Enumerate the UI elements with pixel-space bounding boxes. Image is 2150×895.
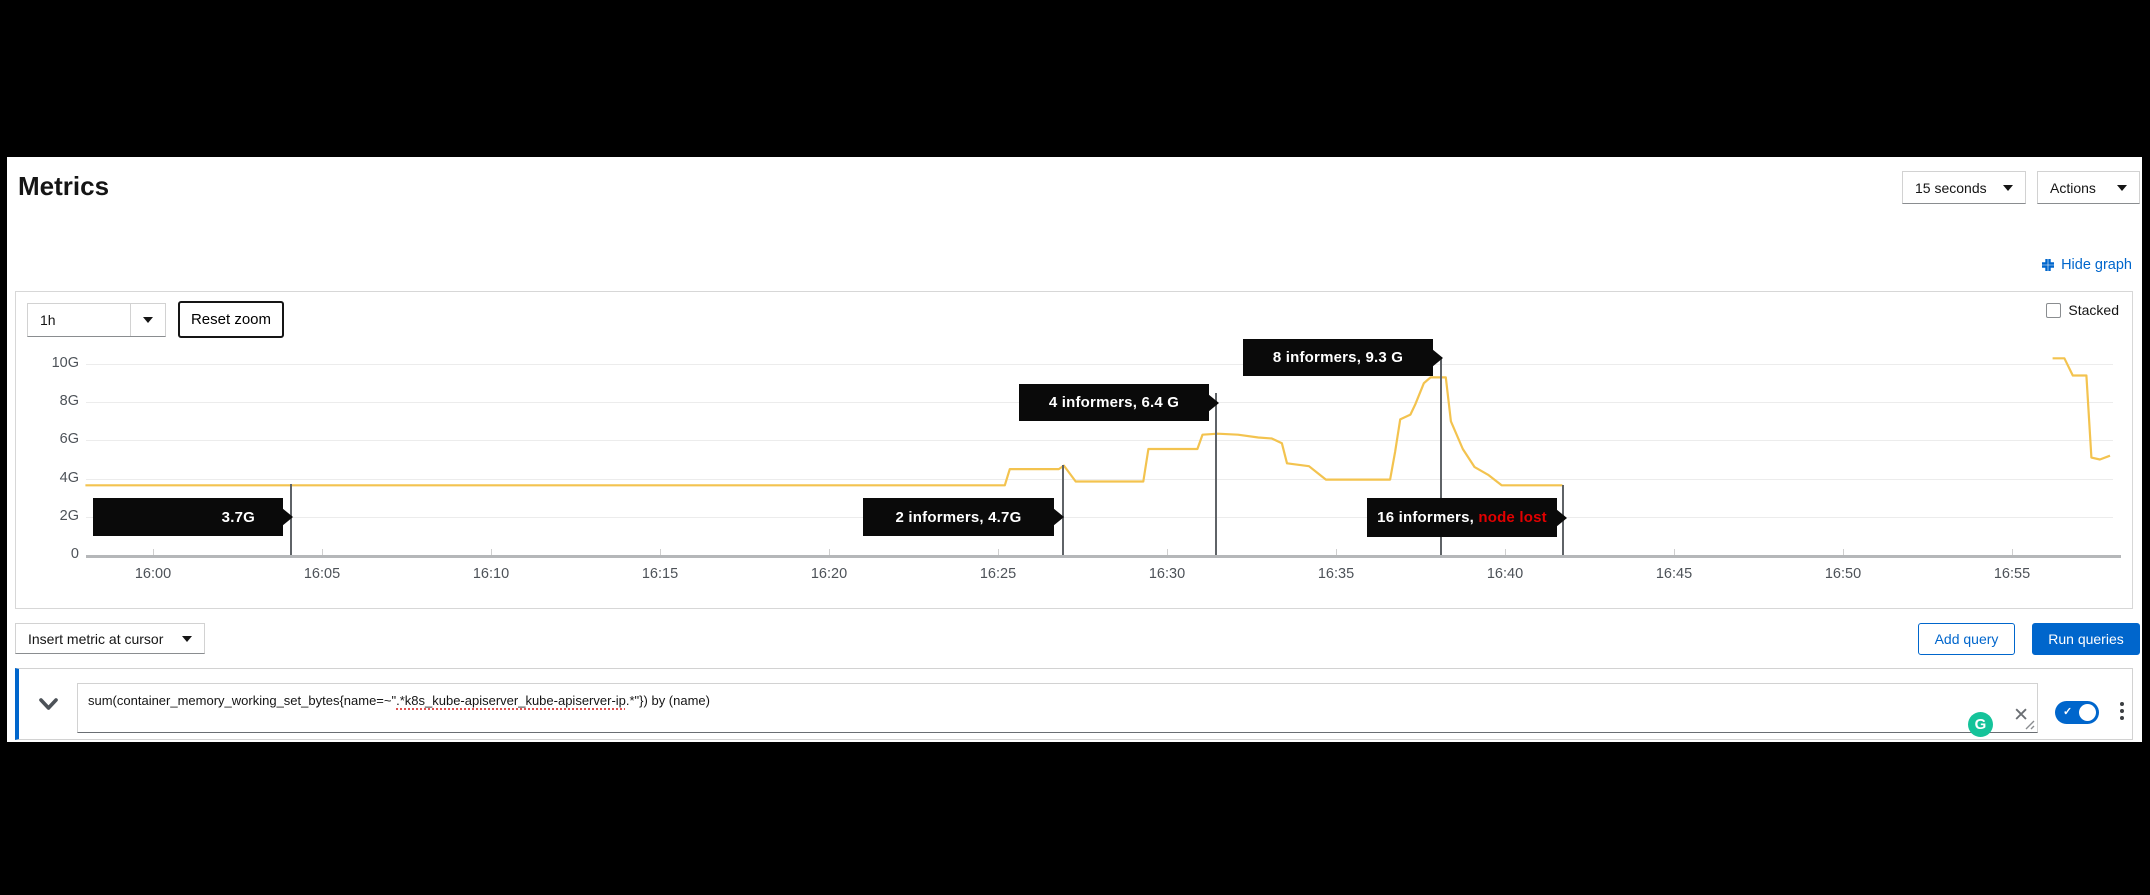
chevron-down-icon [1991,184,2025,191]
chevron-down-icon [130,304,165,336]
annotation-label: 4 informers, 6.4 G [1019,384,1219,421]
y-axis-tick-label: 6G [59,431,79,448]
reset-zoom-button[interactable]: Reset zoom [178,301,284,338]
annotation-text: 2 informers, 4.7G [895,508,1022,526]
y-axis-tick-label: 10G [51,355,79,371]
query-text-flagged: .*k8s_kube-apiserver_kube-apiserver-ip [396,693,626,708]
annotation-accent-text: node lost [1478,509,1547,526]
annotation-text: 16 informers, [1377,509,1479,526]
x-axis-tick [1336,549,1337,555]
gridline [86,440,2113,442]
x-axis-tick-label: 16:35 [1317,566,1355,582]
hide-graph-label: Hide graph [2061,257,2132,273]
compress-icon [2042,259,2055,271]
x-axis-tick-label: 16:50 [1824,566,1862,582]
add-query-button[interactable]: Add query [1918,623,2015,655]
x-axis-tick-label: 16:30 [1148,566,1186,582]
x-axis-tick [998,549,999,555]
x-axis-tick [2012,549,2013,555]
check-icon: ✓ [2063,706,2073,718]
series-line [2052,357,2111,461]
query-text-suffix: .*"}) by (name) [625,693,710,708]
run-queries-button[interactable]: Run queries [2032,623,2140,655]
x-axis-line [86,555,2121,558]
x-axis-tick [1505,549,1506,555]
query-text-prefix: sum(container_memory_working_set_bytes{n… [88,693,397,708]
hide-graph-link[interactable]: Hide graph [2041,257,2132,273]
page-title: Metrics [18,171,110,201]
y-axis-tick-label: 0 [70,546,79,562]
x-axis-tick [1167,549,1168,555]
x-axis-tick-label: 16:45 [1655,566,1693,582]
x-axis-tick [491,549,492,555]
stacked-option: Stacked [2046,302,2119,318]
time-span-value: 1h [40,312,56,328]
x-axis-tick [660,549,661,555]
chevron-down-icon [2105,184,2139,191]
refresh-interval-value: 15 seconds [1915,179,1987,196]
kebab-menu-icon[interactable] [2118,700,2126,722]
insert-metric-select[interactable]: Insert metric at cursor [15,623,205,654]
insert-metric-label: Insert metric at cursor [28,630,164,647]
annotation-text: 8 informers, 9.3 G [1272,349,1404,366]
y-axis-tick-label: 8G [59,393,79,410]
x-axis-tick [1843,549,1844,555]
y-axis-tick-label: 4G [59,469,79,486]
actions-label: Actions [2050,179,2096,196]
query-row: sum(container_memory_working_set_bytes{n… [15,668,2133,740]
x-axis-tick-label: 16:40 [1486,566,1524,582]
grammarly-icon[interactable]: G [1968,712,1993,737]
gridline [86,478,2113,480]
series-line [85,376,1563,487]
metric-line-chart [85,357,2111,487]
stacked-label: Stacked [2068,302,2119,318]
y-axis-tick-label: 2G [59,507,79,524]
x-axis-tick [322,549,323,555]
x-axis-tick [1674,549,1675,555]
gridline [86,516,2113,518]
annotation-label: 8 informers, 9.3 G [1243,339,1443,376]
x-axis-tick-label: 16:00 [134,566,172,582]
annotation-text: 3.7G [221,508,255,526]
clear-query-icon[interactable]: ✕ [2013,705,2029,726]
expand-query-icon[interactable] [39,697,58,711]
refresh-interval-select[interactable]: 15 seconds [1902,171,2026,204]
annotation-label: 3.7G [93,498,293,536]
query-expression-input[interactable]: sum(container_memory_working_set_bytes{n… [77,683,2038,737]
query-enabled-toggle[interactable]: ✓ [2055,701,2099,724]
stacked-checkbox[interactable] [2046,302,2062,318]
resize-handle-icon[interactable] [2024,719,2035,730]
x-axis-tick-label: 16:25 [979,566,1017,582]
x-axis-tick [829,549,830,555]
x-axis-tick-label: 16:20 [810,566,848,582]
annotation-text: 4 informers, 6.4 G [1048,394,1180,411]
time-span-select[interactable]: 1h [27,303,166,337]
x-axis-tick-label: 16:05 [303,566,341,582]
graph-card: 1h Reset zoom Stacked 0 2G 4G 6G 8G 10G 16:00 1… [15,291,2133,609]
toggle-knob [2079,704,2096,721]
annotation-label: 16 informers, node lost [1367,498,1567,537]
chevron-down-icon [170,635,204,642]
metrics-page: Metrics 15 seconds Actions Hide graph 1h… [7,157,2142,742]
chart-plot[interactable]: 0 2G 4G 6G 8G 10G 16:00 16:05 16:10 16:15 16:20 16:… [16,292,2132,608]
x-axis-tick-label: 16:55 [1993,566,2031,582]
x-axis-tick-label: 16:15 [641,566,679,582]
gridline [86,364,2113,365]
annotation-marker-line [1215,393,1217,555]
actions-dropdown[interactable]: Actions [2037,171,2140,204]
x-axis-tick [153,549,154,555]
annotation-label: 2 informers, 4.7G [863,498,1064,536]
x-axis-tick-label: 16:10 [472,566,510,582]
